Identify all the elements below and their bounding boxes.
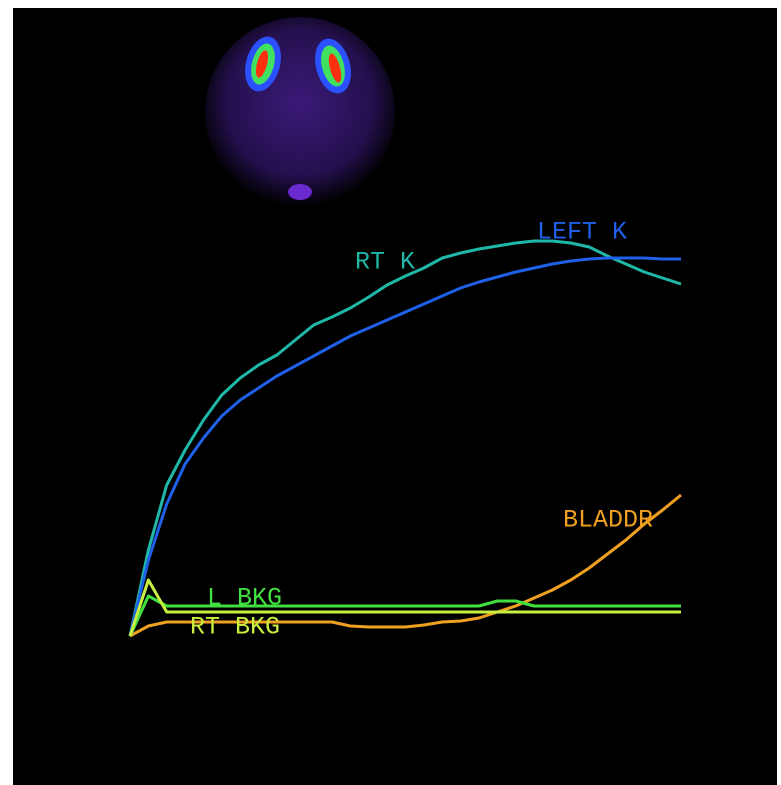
screen: RT K LEFT K BLADDR L BKGRT BKG [0,0,781,785]
curve-label: BLADDR [563,506,653,535]
curve-label: LEFT K [537,218,627,247]
scan-image [205,17,395,207]
curve-label: RT BKG [190,613,280,642]
curve-label: RT K [355,248,415,277]
curve-label: L BKG [207,584,282,613]
display [13,8,777,785]
